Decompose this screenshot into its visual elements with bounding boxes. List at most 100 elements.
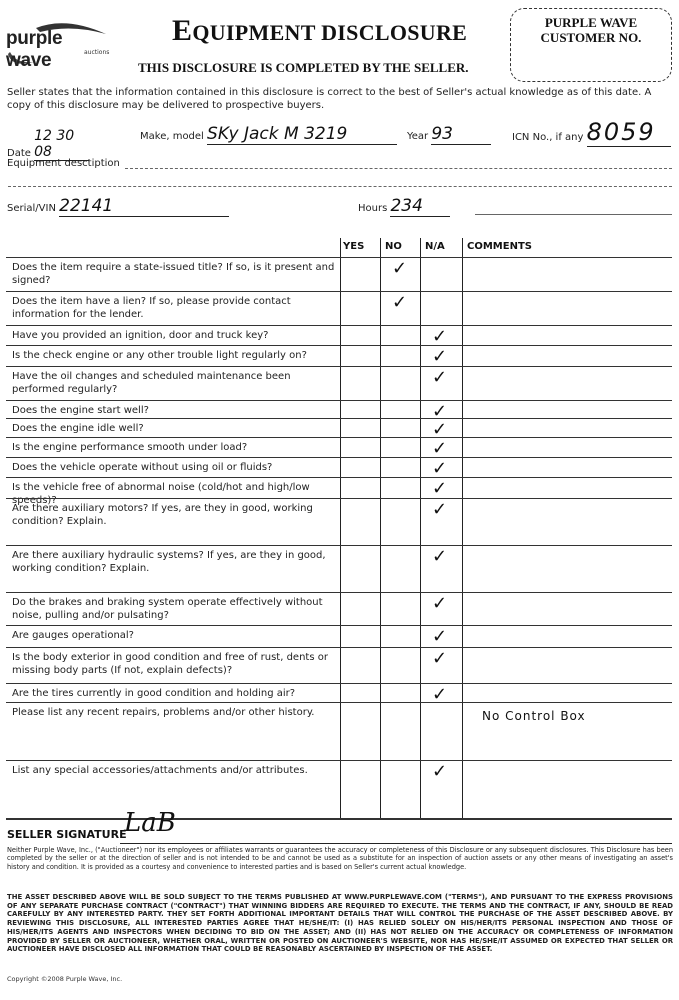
check-mark-icon: ✓ [432,684,448,705]
seller-signature-line[interactable] [120,843,672,844]
answer-cell-no[interactable] [386,401,424,419]
answer-cell-no[interactable] [386,438,424,458]
icn-label: ICN No., if any [512,132,584,143]
question-text: Does the item have a lien? If so, please… [12,296,291,320]
answer-cell-no[interactable] [386,326,424,346]
check-mark-icon: ✓ [432,648,448,669]
column-divider [420,238,421,820]
check-mark-icon: ✓ [432,346,448,367]
answer-cell-no[interactable] [386,367,424,401]
question-text: Do the brakes and braking system operate… [12,597,323,621]
year-field[interactable]: Year 93 [407,124,492,145]
answer-cell-no[interactable] [386,499,424,546]
answer-cell-no[interactable] [386,478,424,499]
answer-cell-no[interactable] [386,458,424,478]
icn-value: 8059 [586,118,671,147]
answer-cell-yes[interactable] [348,593,386,626]
table-row: Have the oil changes and scheduled maint… [6,366,672,401]
answer-cell-na[interactable] [426,258,464,292]
comment-cell[interactable]: No Control Box [482,709,586,723]
answer-cell-no[interactable]: ✓ [386,292,424,326]
date-value: 12 30 08 [34,128,90,161]
answer-cell-yes[interactable] [348,478,386,499]
answer-cell-na[interactable] [426,703,464,761]
hours-field[interactable]: Hours 234 [358,196,451,217]
question-text: Does the item require a state-issued tit… [12,262,335,286]
answer-cell-yes[interactable] [348,419,386,438]
answer-cell-yes[interactable] [348,438,386,458]
answer-cell-no[interactable] [386,761,424,821]
page-title: EQUIPMENT DISCLOSURE [172,14,467,48]
title-initial: E [172,14,193,47]
check-mark-icon: ✓ [432,438,448,459]
table-row: Are the tires currently in good conditio… [6,683,672,705]
answer-cell-yes[interactable] [348,258,386,292]
answer-cell-na[interactable]: ✓ [426,458,464,479]
date-field[interactable]: Date 12 30 08 [7,128,90,161]
answer-cell-na[interactable]: ✓ [426,438,464,459]
answer-cell-yes[interactable] [348,292,386,326]
answer-cell-no[interactable] [386,346,424,367]
answer-cell-no[interactable] [386,684,424,703]
answer-cell-na[interactable]: ✓ [426,499,464,546]
answer-cell-yes[interactable] [348,546,386,593]
answer-cell-na[interactable]: ✓ [426,761,464,821]
answer-cell-na[interactable]: ✓ [426,648,464,684]
customer-label-line-1: PURPLE WAVE [544,15,638,30]
year-value: 93 [431,124,492,145]
table-row: Does the item require a state-issued tit… [6,257,672,292]
table-row: Is the body exterior in good condition a… [6,647,672,684]
answer-cell-no[interactable] [386,419,424,438]
table-row: List any special accessories/attachments… [6,760,672,821]
serial-value: 22141 [59,196,230,217]
answer-cell-yes[interactable] [348,458,386,478]
make-model-field[interactable]: Make, model SKy Jack M 3219 [140,124,398,145]
answer-cell-na[interactable]: ✓ [426,419,464,440]
table-row: Is the engine performance smooth under l… [6,437,672,459]
answer-cell-no[interactable] [386,593,424,626]
answer-cell-yes[interactable] [348,761,386,821]
answer-cell-yes[interactable] [348,703,386,761]
answer-cell-no[interactable]: ✓ [386,258,424,292]
description-line-2[interactable] [8,186,672,187]
serial-field[interactable]: Serial/VIN 22141 [7,196,230,217]
answer-cell-na[interactable]: ✓ [426,593,464,626]
answer-cell-no[interactable] [386,546,424,593]
hours-label: Hours [358,203,388,214]
question-text: Is the vehicle free of abnormal noise (c… [12,482,310,506]
question-text: Are the tires currently in good conditio… [12,688,296,699]
date-label: Date [7,148,31,159]
question-text: Does the engine idle well? [12,423,144,434]
table-row: Does the vehicle operate without using o… [6,457,672,479]
answer-cell-na[interactable]: ✓ [426,326,464,347]
description-line-1[interactable] [125,168,672,169]
answer-cell-no[interactable] [386,703,424,761]
answer-cell-na[interactable]: ✓ [426,626,464,648]
answer-cell-yes[interactable] [348,346,386,367]
answer-cell-na[interactable]: ✓ [426,401,464,422]
answer-cell-na[interactable] [426,292,464,326]
answer-cell-yes[interactable] [348,648,386,684]
question-text: List any special accessories/attachments… [12,765,308,776]
check-mark-icon: ✓ [392,292,408,313]
answer-cell-no[interactable] [386,648,424,684]
answer-cell-na[interactable]: ✓ [426,684,464,705]
answer-cell-na[interactable]: ✓ [426,546,464,593]
answer-cell-yes[interactable] [348,367,386,401]
icn-field[interactable]: ICN No., if any 8059 [512,118,671,147]
column-header-na: N/A [425,241,445,252]
column-header-comments: COMMENTS [467,241,532,252]
answer-cell-yes[interactable] [348,401,386,419]
serial-label: Serial/VIN [7,203,56,214]
answer-cell-no[interactable] [386,626,424,648]
answer-cell-na[interactable]: ✓ [426,367,464,401]
answer-cell-yes[interactable] [348,684,386,703]
question-text: Have the oil changes and scheduled maint… [12,371,291,395]
customer-number-box[interactable]: PURPLE WAVE CUSTOMER NO. [510,8,672,82]
answer-cell-yes[interactable] [348,499,386,546]
answer-cell-yes[interactable] [348,626,386,648]
answer-cell-na[interactable]: ✓ [426,346,464,367]
answer-cell-yes[interactable] [348,326,386,346]
column-header-no: NO [385,241,402,252]
answer-cell-na[interactable]: ✓ [426,478,464,499]
